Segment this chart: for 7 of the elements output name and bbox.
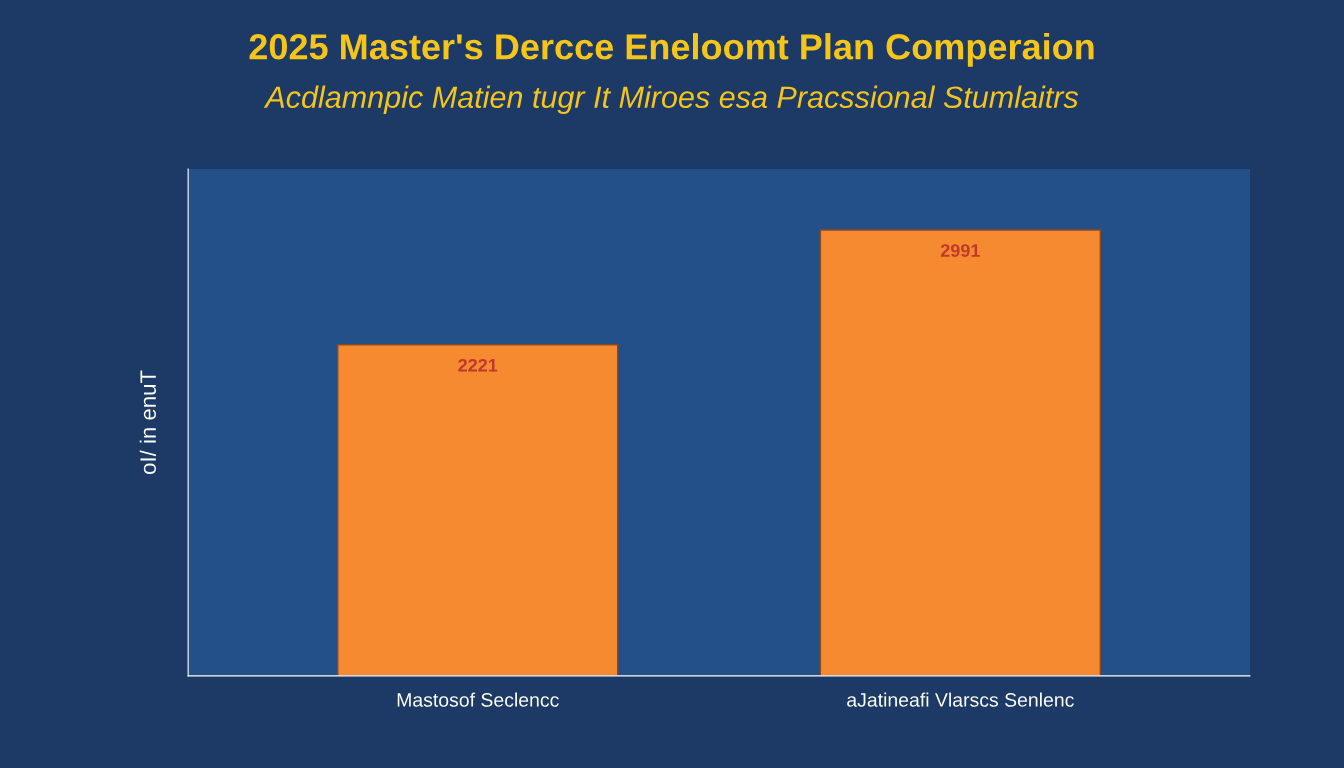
y-axis-title: oI/ in enuT xyxy=(139,370,156,474)
x-tick-label: aJatineafi Vlarscs Senlenc xyxy=(847,692,1074,707)
chart-title: 2025 Master's Dercce Eneloomt Plan Comperaion xyxy=(249,33,1094,67)
chart-subtitle: Acdlamnpic Matien tugr It Miroes esa Pracssional Stumlaitrs xyxy=(263,85,1079,115)
data-label: 2991 xyxy=(940,244,980,257)
data-label: 2221 xyxy=(458,358,498,372)
x-tick-label: Mastosof Seclencc xyxy=(397,692,559,707)
